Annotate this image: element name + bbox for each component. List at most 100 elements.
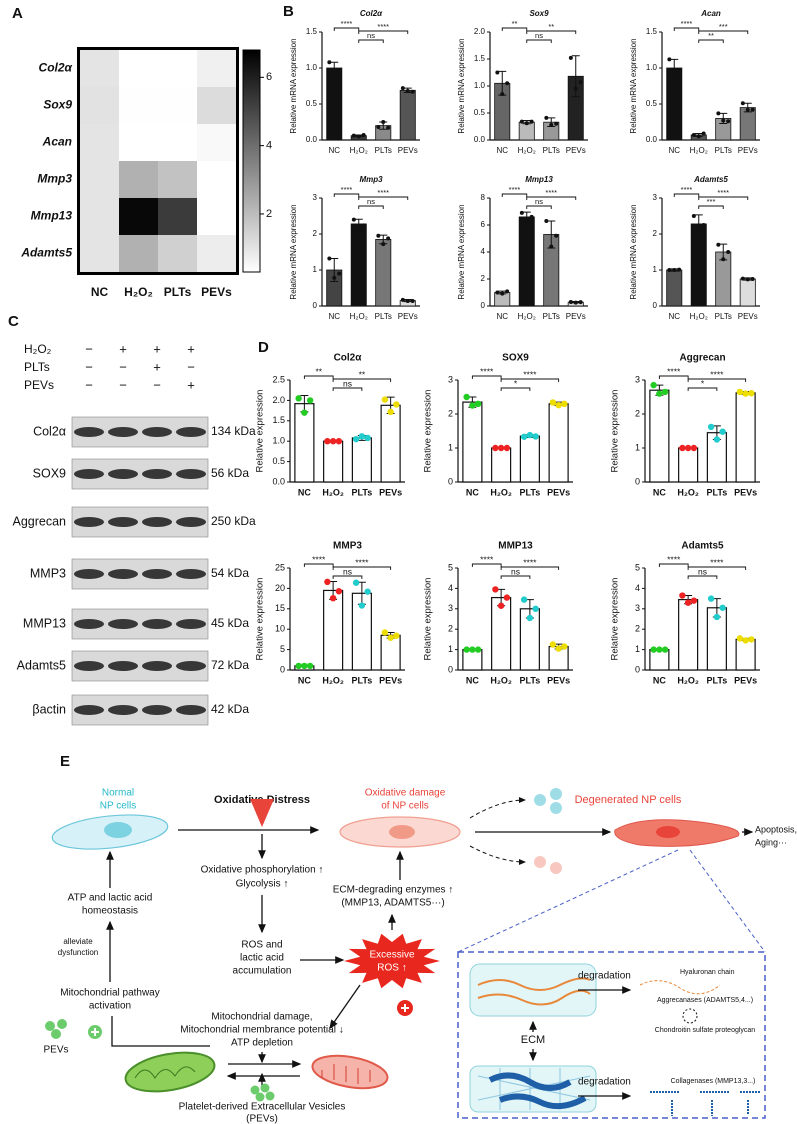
- x-tick-label: PLTs: [352, 487, 373, 497]
- x-tick-label: H₂O₂: [677, 675, 699, 685]
- heat-cell: [80, 124, 119, 161]
- fragment: [682, 1008, 698, 1024]
- data-point: [716, 242, 721, 247]
- vesicle: [550, 802, 562, 814]
- y-tick-label: 2: [481, 274, 486, 283]
- data-point: [351, 133, 356, 138]
- data-point: [400, 297, 405, 302]
- y-axis-label: Relative expression: [423, 578, 434, 661]
- label: Platelet-derived Extracellular Vesicles: [179, 1102, 346, 1113]
- significance-bracket: [500, 566, 560, 570]
- significance-bracket: [303, 375, 334, 379]
- y-tick-label: 0.0: [306, 135, 318, 144]
- significance-bracket: [332, 387, 363, 391]
- bar: [380, 404, 401, 483]
- y-tick-label: 0.5: [306, 99, 318, 108]
- y-tick-label: 3: [448, 603, 453, 613]
- y-tick-label: 10: [275, 624, 285, 634]
- blot-band: [142, 427, 172, 437]
- significance-bracket: [501, 27, 528, 31]
- data-point: [337, 271, 342, 276]
- significance-bracket: [658, 563, 689, 567]
- row-label: Sox9: [43, 98, 72, 112]
- x-tick-label: PLTs: [707, 487, 728, 497]
- plus-sign: [91, 1028, 99, 1036]
- x-tick-label: NC: [328, 146, 340, 155]
- data-point: [713, 436, 721, 443]
- bar: [735, 392, 756, 483]
- significance-label: ns: [698, 566, 707, 576]
- vesicle: [57, 1019, 67, 1029]
- y-tick-label: 3: [635, 374, 640, 384]
- significance-label: ns: [535, 197, 543, 206]
- nucleus: [104, 822, 132, 838]
- blot-band: [108, 469, 138, 479]
- data-point: [400, 86, 405, 91]
- data-point: [742, 390, 749, 397]
- data-point: [568, 55, 573, 60]
- data-point: [497, 602, 505, 609]
- data-point: [679, 592, 686, 599]
- heat-cell: [197, 161, 236, 198]
- data-point: [393, 632, 400, 639]
- heat-cell: [158, 161, 197, 198]
- data-point: [750, 107, 755, 112]
- blot-band: [176, 469, 206, 479]
- error-bar: [670, 58, 679, 78]
- vesicle: [534, 856, 546, 868]
- x-tick-label: PLTs: [543, 312, 560, 321]
- significance-label: ****: [667, 366, 681, 376]
- data-point: [677, 71, 682, 76]
- data-point: [696, 228, 701, 233]
- data-point: [364, 588, 371, 595]
- data-point: [742, 637, 749, 644]
- y-tick-label: 0.0: [272, 476, 285, 486]
- significance-label: ****: [355, 557, 369, 567]
- x-tick-label: H₂O₂: [677, 487, 699, 497]
- treatment-sign: −: [119, 359, 127, 374]
- vesicle: [260, 1083, 270, 1093]
- heat-cell: [197, 235, 236, 272]
- y-tick-label: 0: [635, 476, 640, 486]
- y-tick-label: 0: [313, 301, 318, 310]
- data-point: [381, 629, 389, 636]
- panel-label: E: [60, 753, 70, 770]
- significance-label: ns: [343, 566, 352, 576]
- chart-title: Mmp13: [525, 175, 553, 184]
- blot-band: [108, 619, 138, 629]
- y-tick-label: 1: [448, 644, 453, 654]
- y-tick-label: 1: [635, 644, 640, 654]
- significance-bracket: [303, 563, 334, 567]
- blot-band: [176, 517, 206, 527]
- data-point: [736, 635, 744, 642]
- data-point: [656, 646, 663, 653]
- treatment-sign: +: [119, 341, 127, 356]
- blot-band: [176, 661, 206, 671]
- y-tick-label: 2: [448, 408, 453, 418]
- significance-bracket: [526, 196, 577, 200]
- row-label: Mmp13: [31, 209, 73, 223]
- data-point: [691, 214, 696, 218]
- data-point: [329, 594, 337, 602]
- x-tick-label: NC: [298, 675, 311, 685]
- significance-label: ns: [535, 31, 543, 40]
- cristae: [321, 1064, 371, 1084]
- data-point: [740, 101, 745, 106]
- data-point: [520, 433, 528, 440]
- bar: [739, 107, 756, 141]
- size-label: 54 kDa: [211, 566, 249, 580]
- protein-label: Aggrecan: [12, 514, 66, 528]
- zoom-line: [457, 849, 766, 953]
- treatment-sign: +: [153, 341, 161, 356]
- y-tick-label: 1: [653, 265, 658, 274]
- x-tick-label: PEVs: [566, 146, 586, 155]
- data-point: [544, 115, 549, 120]
- bar: [519, 435, 540, 483]
- data-point: [748, 390, 755, 397]
- data-point: [656, 390, 663, 397]
- x-tick-label: H₂O₂: [322, 487, 344, 497]
- heat-cell: [119, 124, 158, 161]
- label: alleviate: [63, 937, 93, 946]
- data-point: [519, 210, 524, 215]
- significance-bracket: [500, 575, 531, 579]
